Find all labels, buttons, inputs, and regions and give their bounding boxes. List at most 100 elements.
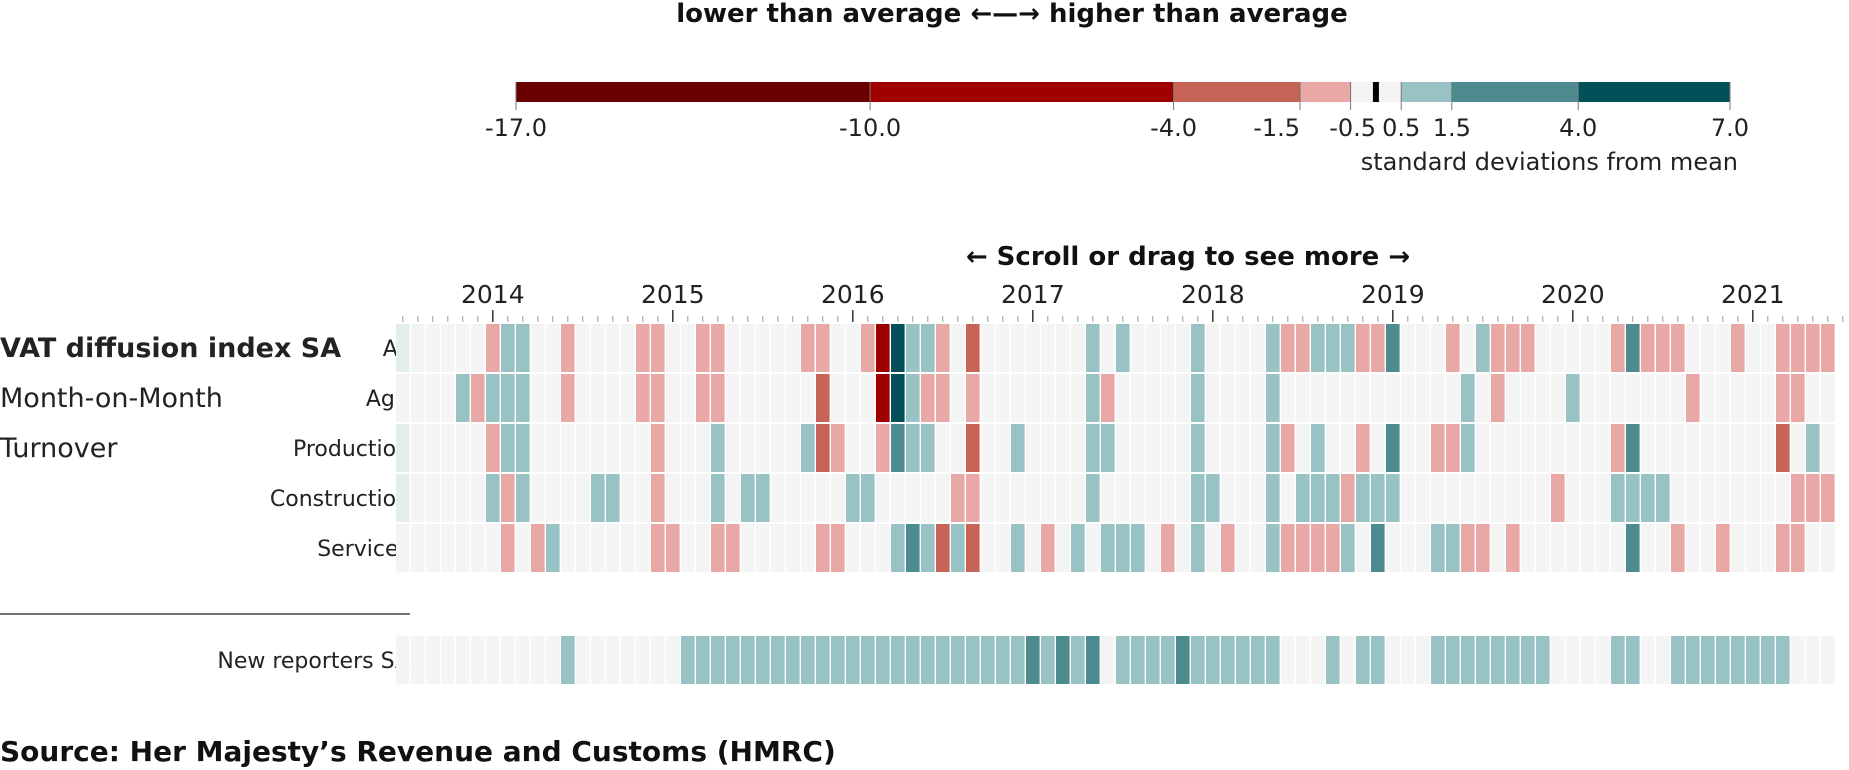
- heatmap-cell[interactable]: [966, 524, 980, 572]
- heatmap-cell[interactable]: [1731, 324, 1745, 372]
- heatmap-cell[interactable]: [1131, 424, 1145, 472]
- heatmap-cell[interactable]: [876, 374, 890, 422]
- heatmap-cell[interactable]: [1746, 424, 1760, 472]
- heatmap-cell[interactable]: [1596, 524, 1610, 572]
- heatmap-cell[interactable]: [1131, 374, 1145, 422]
- heatmap-cell[interactable]: [771, 374, 785, 422]
- heatmap-cell[interactable]: [1431, 524, 1445, 572]
- heatmap-cell[interactable]: [1326, 324, 1340, 372]
- heatmap-cell[interactable]: [1551, 524, 1565, 572]
- heatmap-cell[interactable]: [1056, 374, 1070, 422]
- heatmap-cell[interactable]: [1536, 374, 1550, 422]
- heatmap-cell[interactable]: [1086, 474, 1100, 522]
- heatmap-cell[interactable]: [1521, 636, 1535, 684]
- heatmap-cell[interactable]: [1686, 324, 1700, 372]
- heatmap-cell[interactable]: [471, 424, 485, 472]
- heatmap-cell[interactable]: [1356, 374, 1370, 422]
- heatmap-cell[interactable]: [1056, 474, 1070, 522]
- heatmap-cell[interactable]: [1191, 424, 1205, 472]
- heatmap-cell[interactable]: [726, 424, 740, 472]
- heatmap-cell[interactable]: [666, 524, 680, 572]
- heatmap-cell[interactable]: [1341, 324, 1355, 372]
- heatmap-cell[interactable]: [1806, 424, 1820, 472]
- heatmap-cell[interactable]: [756, 474, 770, 522]
- heatmap-cell[interactable]: [1251, 324, 1265, 372]
- heatmap-cell[interactable]: [561, 324, 575, 372]
- heatmap-cells[interactable]: [396, 324, 1835, 684]
- heatmap-cell[interactable]: [786, 324, 800, 372]
- heatmap-cell[interactable]: [1071, 524, 1085, 572]
- heatmap-cell[interactable]: [1161, 524, 1175, 572]
- heatmap-cell[interactable]: [756, 424, 770, 472]
- heatmap-cell[interactable]: [951, 374, 965, 422]
- heatmap-cell[interactable]: [606, 474, 620, 522]
- heatmap-cell[interactable]: [1161, 474, 1175, 522]
- heatmap-cell[interactable]: [711, 374, 725, 422]
- heatmap-cell[interactable]: [396, 636, 410, 684]
- heatmap-cell[interactable]: [471, 636, 485, 684]
- heatmap-cell[interactable]: [1776, 474, 1790, 522]
- heatmap-cell[interactable]: [1266, 324, 1280, 372]
- heatmap-cell[interactable]: [501, 424, 515, 472]
- heatmap-cell[interactable]: [606, 636, 620, 684]
- heatmap-cell[interactable]: [1281, 524, 1295, 572]
- heatmap-cell[interactable]: [1701, 636, 1715, 684]
- heatmap-cell[interactable]: [951, 524, 965, 572]
- heatmap-cell[interactable]: [726, 636, 740, 684]
- heatmap-cell[interactable]: [891, 636, 905, 684]
- heatmap-cell[interactable]: [1581, 524, 1595, 572]
- heatmap-cell[interactable]: [1221, 324, 1235, 372]
- heatmap-cell[interactable]: [576, 374, 590, 422]
- heatmap-cell[interactable]: [921, 374, 935, 422]
- heatmap-cell[interactable]: [756, 374, 770, 422]
- heatmap-cell[interactable]: [411, 324, 425, 372]
- heatmap-cell[interactable]: [906, 324, 920, 372]
- heatmap-cell[interactable]: [936, 374, 950, 422]
- heatmap-cell[interactable]: [681, 636, 695, 684]
- heatmap-cell[interactable]: [1206, 324, 1220, 372]
- heatmap-cell[interactable]: [1491, 374, 1505, 422]
- heatmap-cell[interactable]: [1356, 636, 1370, 684]
- heatmap-cell[interactable]: [1446, 524, 1460, 572]
- heatmap-cell[interactable]: [741, 374, 755, 422]
- heatmap-cell[interactable]: [1821, 424, 1835, 472]
- heatmap-cell[interactable]: [846, 524, 860, 572]
- heatmap-cell[interactable]: [486, 474, 500, 522]
- heatmap-cell[interactable]: [846, 324, 860, 372]
- heatmap-cell[interactable]: [1101, 424, 1115, 472]
- heatmap-cell[interactable]: [1371, 524, 1385, 572]
- heatmap-cell[interactable]: [1206, 524, 1220, 572]
- heatmap-cell[interactable]: [981, 474, 995, 522]
- heatmap-cell[interactable]: [1731, 424, 1745, 472]
- heatmap-cell[interactable]: [741, 474, 755, 522]
- heatmap-cell[interactable]: [936, 524, 950, 572]
- heatmap-cell[interactable]: [1476, 424, 1490, 472]
- heatmap-cell[interactable]: [816, 474, 830, 522]
- heatmap-cell[interactable]: [1386, 374, 1400, 422]
- heatmap-cell[interactable]: [1611, 474, 1625, 522]
- heatmap-cell[interactable]: [1431, 424, 1445, 472]
- heatmap-cell[interactable]: [1611, 636, 1625, 684]
- heatmap-cell[interactable]: [1161, 374, 1175, 422]
- heatmap-cell[interactable]: [1611, 424, 1625, 472]
- heatmap-cell[interactable]: [801, 424, 815, 472]
- heatmap-cell[interactable]: [486, 636, 500, 684]
- heatmap-cell[interactable]: [1821, 374, 1835, 422]
- heatmap-cell[interactable]: [1176, 636, 1190, 684]
- heatmap-cell[interactable]: [396, 424, 410, 472]
- heatmap-cell[interactable]: [1806, 474, 1820, 522]
- heatmap-cell[interactable]: [591, 474, 605, 522]
- heatmap-cell[interactable]: [441, 374, 455, 422]
- heatmap-cell[interactable]: [1776, 636, 1790, 684]
- heatmap-cell[interactable]: [681, 474, 695, 522]
- heatmap-cell[interactable]: [1371, 474, 1385, 522]
- heatmap-cell[interactable]: [1656, 636, 1670, 684]
- heatmap-cell[interactable]: [546, 636, 560, 684]
- heatmap-cell[interactable]: [1791, 424, 1805, 472]
- heatmap-cell[interactable]: [1641, 374, 1655, 422]
- heatmap-cell[interactable]: [1821, 524, 1835, 572]
- heatmap-cell[interactable]: [576, 636, 590, 684]
- heatmap-cell[interactable]: [1596, 324, 1610, 372]
- heatmap-cell[interactable]: [576, 474, 590, 522]
